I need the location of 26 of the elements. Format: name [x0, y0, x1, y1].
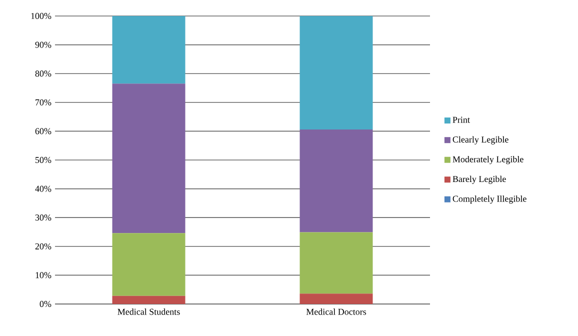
y-tick-label: 40% — [35, 186, 52, 192]
y-tick-label: 90% — [35, 42, 52, 48]
y-tick-label: 10% — [36, 272, 52, 278]
legend-label: Print — [452, 116, 470, 123]
y-tick-label: 100% — [31, 12, 52, 20]
y-tick-label: 0% — [40, 300, 52, 308]
bar — [300, 16, 373, 130]
y-tick-label: 50% — [35, 156, 52, 164]
bar — [112, 296, 186, 304]
legend-label: Barely Legible — [452, 176, 506, 184]
y-tick-label: 80% — [35, 70, 52, 77]
y-tick-label: 20% — [35, 243, 52, 250]
bar — [112, 84, 186, 234]
legend-label: Clearly Legible — [452, 136, 508, 144]
bar — [112, 233, 186, 296]
bar — [300, 129, 373, 232]
x-tick-label: Medical Students — [118, 308, 180, 315]
y-tick-label: 70% — [36, 99, 52, 106]
x-tick-label: Medical Doctors — [306, 308, 366, 315]
legend-label: Completely Illegible — [452, 195, 526, 204]
bar — [300, 232, 373, 294]
y-tick-label: 30% — [35, 214, 52, 221]
y-tick-label: 60% — [35, 128, 52, 134]
bar — [300, 294, 373, 304]
bar — [112, 16, 186, 84]
legend-label: Moderately Legible — [452, 156, 524, 164]
